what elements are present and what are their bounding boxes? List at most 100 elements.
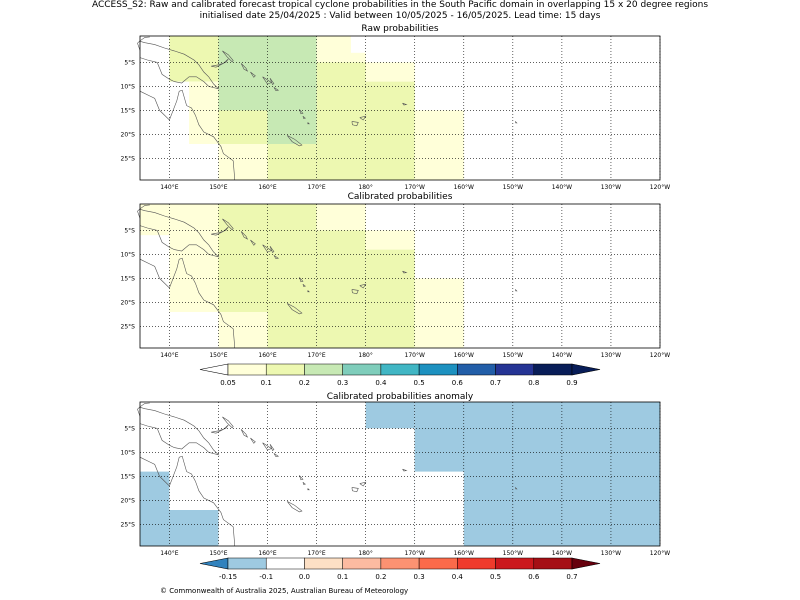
- coastline: [273, 255, 280, 260]
- coastline: [139, 41, 220, 90]
- x-tick-label: 170°W: [405, 352, 425, 359]
- coastline: [262, 442, 273, 451]
- colorbar-tick-label: 0.6: [528, 573, 540, 581]
- heatmap-cell: [365, 249, 415, 348]
- x-tick-label: 120°W: [650, 184, 670, 191]
- heatmap-cell: [365, 402, 415, 429]
- coastline: [269, 444, 275, 451]
- heatmap-cell: [267, 312, 317, 348]
- colorbar-tick-label: 0.7: [490, 379, 501, 387]
- x-tick-label: 170°E: [307, 352, 325, 359]
- x-tick-label: 140°E: [160, 352, 178, 359]
- x-tick-label: 140°E: [160, 550, 178, 557]
- heatmap-cell: [316, 52, 366, 63]
- y-tick-label: 25°S: [121, 521, 136, 528]
- coastline: [211, 58, 229, 68]
- coastline: [139, 407, 220, 456]
- colorbar-segment: [495, 557, 535, 570]
- coastline: [139, 209, 220, 258]
- x-tick-label: 120°W: [650, 550, 670, 557]
- heatmap-cell: [169, 230, 219, 312]
- y-tick-label: 20°S: [121, 497, 136, 504]
- heatmap-cell: [414, 278, 464, 348]
- coastline: [139, 455, 235, 547]
- colorbar-segment: [418, 363, 458, 376]
- coastline: [211, 424, 229, 434]
- colorbar-segment: [227, 363, 267, 376]
- x-tick-label: 130°W: [601, 550, 621, 557]
- title-line-2: initialised date 25/04/2025 : Valid betw…: [199, 10, 601, 21]
- x-tick-label: 120°W: [650, 352, 670, 359]
- heatmap-cell: [140, 471, 170, 546]
- heatmap-cell: [169, 36, 219, 82]
- copyright-footer: © Commonwealth of Australia 2025, Austra…: [160, 587, 409, 595]
- colorbar-segment: [380, 557, 420, 570]
- x-tick-label: 150°W: [503, 184, 523, 191]
- x-tick-label: 160°W: [454, 184, 474, 191]
- colorbar-tick-label: 0.4: [375, 379, 387, 387]
- x-tick-label: 130°W: [601, 352, 621, 359]
- heatmap-cell: [365, 510, 415, 546]
- x-tick-label: 150°W: [503, 352, 523, 359]
- coastline: [139, 257, 235, 349]
- colorbar-segment: [533, 363, 573, 376]
- colorbar-segment: [495, 363, 535, 376]
- heatmap-cell: [316, 402, 366, 429]
- colorbar-tick-label: -0.15: [219, 573, 237, 581]
- heatmap-cell: [267, 110, 317, 144]
- x-tick-label: 140°E: [160, 184, 178, 191]
- colorbar-tick-label: 0.6: [452, 379, 464, 387]
- heatmap-cell: [365, 81, 415, 180]
- coastline: [269, 78, 275, 85]
- colorbar-tick-label: 0.8: [528, 379, 539, 387]
- colorbar-segment: [265, 363, 305, 376]
- heatmap-cell: [316, 230, 366, 348]
- y-tick-label: 15°S: [121, 107, 136, 114]
- colorbar-segment: [342, 557, 382, 570]
- coastline: [222, 218, 234, 231]
- colorbar-tick-label: 0.2: [375, 573, 386, 581]
- coastline: [240, 231, 249, 240]
- x-tick-label: 160°E: [258, 184, 276, 191]
- colorbar-tick-label: 0.4: [452, 573, 464, 581]
- coastline: [286, 135, 303, 147]
- x-tick-label: 180°: [358, 550, 372, 557]
- x-tick-label: 170°W: [405, 550, 425, 557]
- y-tick-label: 5°S: [124, 425, 135, 432]
- colorbar-segment: [265, 557, 305, 570]
- colorbar-tick-label: 0.05: [220, 379, 236, 387]
- x-tick-label: 170°W: [405, 184, 425, 191]
- coastline: [515, 121, 518, 124]
- heatmap-cell: [414, 428, 464, 472]
- x-tick-label: 160°E: [258, 550, 276, 557]
- coastline: [351, 487, 359, 493]
- heatmap-cell: [365, 62, 415, 82]
- heatmap-cell: [140, 36, 170, 68]
- colorbar-tick-label: 0.7: [566, 573, 577, 581]
- colorbar-tick-label: 0.5: [490, 573, 501, 581]
- colorbar-segment: [533, 557, 573, 570]
- map-frame: [139, 203, 661, 349]
- coastline: [351, 121, 359, 127]
- heatmap-cell: [414, 471, 464, 546]
- colorbar-tick-label: 0.5: [414, 379, 425, 387]
- colorbar-segment: [227, 557, 267, 570]
- panel-title-raw: Raw probabilities: [361, 24, 439, 34]
- coastline: [286, 303, 303, 315]
- main-title: ACCESS_S2: Raw and calibrated forecast t…: [0, 0, 800, 21]
- x-tick-label: 130°W: [601, 184, 621, 191]
- coastline: [250, 437, 256, 444]
- coastline: [273, 453, 280, 458]
- x-tick-label: 160°W: [454, 550, 474, 557]
- coastline: [240, 63, 249, 72]
- heatmap-cell: [169, 433, 219, 510]
- panel-title-anomaly: Calibrated probabilities anomaly: [326, 392, 474, 402]
- coastline: [299, 109, 304, 115]
- heatmap-cell: [140, 204, 170, 236]
- y-tick-label: 5°S: [124, 227, 135, 234]
- coastline: [515, 289, 518, 292]
- x-tick-label: 150°E: [209, 184, 227, 191]
- y-tick-label: 25°S: [121, 155, 136, 162]
- y-tick-label: 10°S: [121, 83, 136, 90]
